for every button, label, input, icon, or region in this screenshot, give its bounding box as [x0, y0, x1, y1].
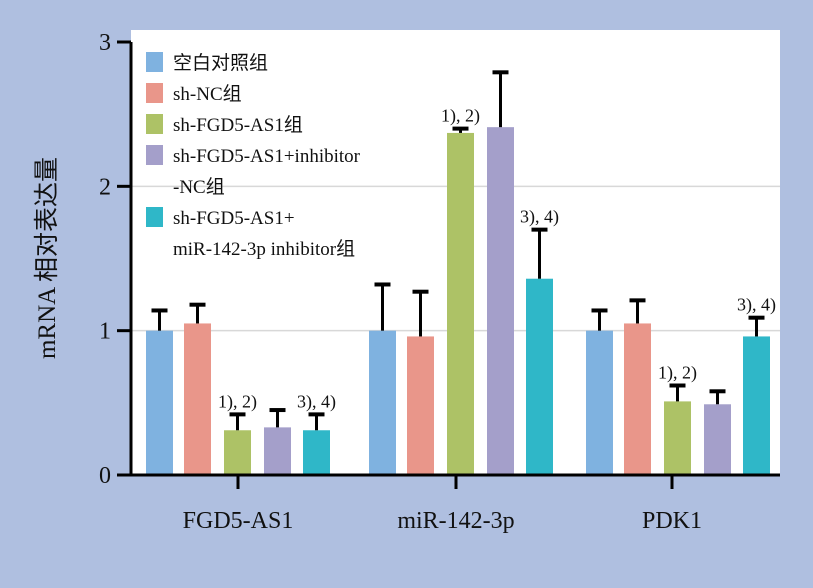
bar: [146, 330, 173, 475]
bar: [184, 323, 211, 475]
bar: [624, 323, 651, 475]
y-tick-label: 0: [99, 463, 111, 489]
significance-label: 3), 4): [737, 295, 776, 316]
significance-label: 3), 4): [520, 207, 559, 228]
bar: [369, 330, 396, 475]
legend-label: sh-FGD5-AS1+inhibitor: [173, 146, 361, 167]
bar: [704, 404, 731, 475]
legend-label: miR-142-3p inhibitor组: [173, 238, 355, 260]
significance-label: 1), 2): [218, 391, 257, 412]
bar: [264, 427, 291, 475]
x-tick-label: PDK1: [642, 508, 702, 534]
y-axis-label: mRNA 相对表达量: [33, 157, 61, 359]
legend-label: -NC组: [173, 176, 225, 198]
legend-swatch: [146, 52, 163, 72]
y-tick-label: 1: [99, 319, 111, 345]
legend-swatch: [146, 207, 163, 227]
bar: [407, 336, 434, 475]
y-tick-label: 2: [99, 174, 111, 200]
legend-label: sh-FGD5-AS1组: [173, 114, 303, 136]
significance-label: 1), 2): [658, 363, 697, 384]
bar: [447, 132, 474, 475]
legend-label: sh-FGD5-AS1+: [173, 208, 295, 229]
bar: [487, 127, 514, 475]
bar: [743, 336, 770, 475]
bar: [303, 430, 330, 475]
x-tick-label: FGD5-AS1: [183, 508, 294, 534]
bar: [664, 401, 691, 475]
legend-swatch: [146, 83, 163, 103]
bar: [224, 430, 251, 475]
legend-swatch: [146, 145, 163, 165]
y-tick-label: 3: [99, 30, 111, 56]
legend-swatch: [146, 114, 163, 134]
bar: [586, 330, 613, 475]
significance-label: 1), 2): [441, 106, 480, 127]
significance-label: 3), 4): [297, 391, 336, 412]
bar: [526, 278, 553, 475]
legend-label: 空白对照组: [173, 52, 268, 74]
legend-label: sh-NC组: [173, 83, 242, 105]
x-tick-label: miR-142-3p: [397, 508, 514, 534]
